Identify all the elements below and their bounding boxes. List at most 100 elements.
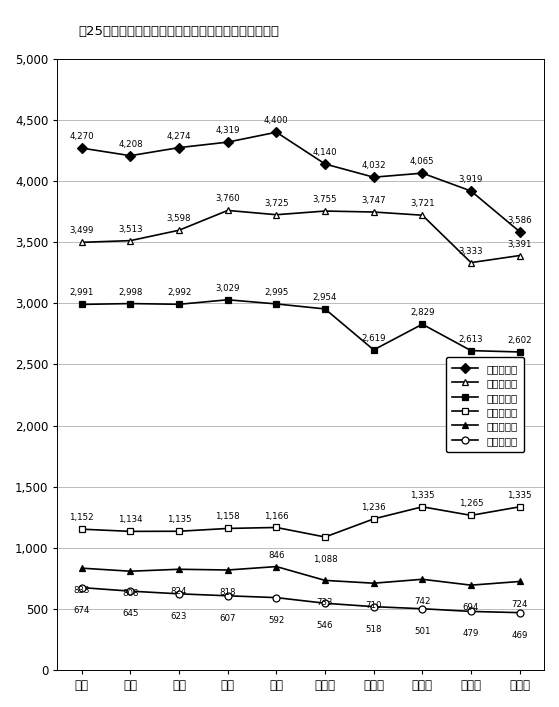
- Line: 日南・串間: 日南・串間: [78, 563, 523, 589]
- 宮崎東諸県: [517, 251, 523, 259]
- Text: 3,598: 3,598: [167, 214, 191, 223]
- Text: 501: 501: [414, 627, 430, 636]
- 都城北諸県: [224, 296, 231, 304]
- 都城北諸県: [176, 300, 182, 308]
- 西都・児湯: [224, 524, 231, 532]
- Text: 1,088: 1,088: [312, 555, 337, 564]
- 県　北　部: [78, 144, 85, 152]
- Text: 469: 469: [511, 631, 528, 640]
- Text: 674: 674: [73, 606, 90, 614]
- 日南・串間: [127, 567, 134, 575]
- Text: 4,140: 4,140: [312, 148, 337, 157]
- Text: 図25　広域市町村別の年次別製造品出荷額等（億円）: 図25 広域市町村別の年次別製造品出荷額等（億円）: [78, 25, 280, 37]
- 日南・串間: [224, 566, 231, 574]
- 西都・児湯: [273, 523, 280, 532]
- Text: 3,760: 3,760: [215, 194, 240, 204]
- 西都・児湯: [176, 527, 182, 535]
- 西都・児湯: [419, 503, 426, 511]
- Text: 2,995: 2,995: [264, 288, 288, 297]
- Text: 1,135: 1,135: [167, 515, 191, 525]
- 宮崎東諸県: [273, 211, 280, 219]
- Text: 592: 592: [268, 616, 285, 625]
- Text: 2,992: 2,992: [167, 288, 191, 298]
- 宮崎東諸県: [176, 226, 182, 235]
- 西都・児湯: [370, 515, 377, 523]
- 小林西諸県: [127, 587, 134, 595]
- Text: 645: 645: [122, 609, 139, 618]
- 都城北諸県: [370, 346, 377, 354]
- 小林西諸県: [78, 583, 85, 592]
- Text: 846: 846: [268, 551, 285, 560]
- Text: 3,513: 3,513: [118, 225, 143, 234]
- Line: 西都・児湯: 西都・児湯: [78, 503, 523, 540]
- 日南・串間: [273, 562, 280, 571]
- 日南・串間: [370, 579, 377, 588]
- Text: 694: 694: [463, 603, 479, 612]
- 都城北諸県: [78, 300, 85, 309]
- Text: 3,333: 3,333: [459, 247, 484, 256]
- 宮崎東諸県: [468, 258, 475, 267]
- Text: 3,919: 3,919: [459, 175, 483, 184]
- 県　北　部: [224, 138, 231, 146]
- Text: 818: 818: [220, 588, 236, 597]
- Text: 4,032: 4,032: [361, 161, 386, 170]
- 日南・串間: [468, 581, 475, 590]
- 西都・児湯: [517, 503, 523, 511]
- Text: 808: 808: [122, 589, 139, 598]
- Text: 2,998: 2,998: [118, 288, 143, 297]
- Text: 607: 607: [220, 614, 236, 623]
- 小林西諸県: [176, 590, 182, 598]
- Text: 2,954: 2,954: [313, 293, 337, 302]
- 県　北　部: [468, 187, 475, 195]
- Text: 1,134: 1,134: [118, 515, 143, 525]
- Text: 623: 623: [171, 612, 187, 621]
- Text: 3,725: 3,725: [264, 199, 288, 208]
- 宮崎東諸県: [321, 207, 328, 216]
- Legend: 県　北　部, 宮崎東諸県, 都城北諸県, 西都・児湯, 日南・串間, 小林西諸県: 県 北 部, 宮崎東諸県, 都城北諸県, 西都・児湯, 日南・串間, 小林西諸県: [446, 358, 524, 452]
- Text: 3,586: 3,586: [508, 216, 532, 225]
- 小林西諸県: [321, 599, 328, 607]
- Text: 4,208: 4,208: [118, 140, 143, 148]
- 小林西諸県: [224, 592, 231, 600]
- Text: 4,065: 4,065: [410, 157, 435, 166]
- 都城北諸県: [468, 346, 475, 355]
- Text: 2,991: 2,991: [69, 288, 94, 298]
- Text: 1,158: 1,158: [215, 513, 240, 522]
- 都城北諸県: [517, 348, 523, 356]
- 宮崎東諸県: [419, 211, 426, 219]
- 県　北　部: [321, 160, 328, 168]
- 西都・児湯: [321, 533, 328, 542]
- Text: 1,236: 1,236: [361, 503, 386, 512]
- 宮崎東諸県: [224, 206, 231, 215]
- Text: 824: 824: [171, 588, 187, 596]
- Text: 742: 742: [414, 597, 430, 607]
- Text: 3,499: 3,499: [69, 226, 94, 235]
- 県　北　部: [419, 169, 426, 177]
- 都城北諸県: [273, 300, 280, 308]
- Text: 3,391: 3,391: [508, 240, 532, 249]
- Text: 2,602: 2,602: [508, 336, 532, 345]
- 小林西諸県: [273, 593, 280, 602]
- Text: 2,613: 2,613: [459, 334, 484, 344]
- Text: 4,319: 4,319: [215, 126, 240, 135]
- 県　北　部: [273, 128, 280, 136]
- 日南・串間: [176, 565, 182, 573]
- Text: 546: 546: [317, 621, 333, 631]
- Text: 518: 518: [366, 625, 382, 633]
- 小林西諸県: [468, 607, 475, 616]
- Text: 2,829: 2,829: [410, 308, 434, 317]
- Line: 宮崎東諸県: 宮崎東諸県: [78, 207, 523, 266]
- 県　北　部: [176, 144, 182, 152]
- 都城北諸県: [321, 305, 328, 313]
- Text: 1,335: 1,335: [410, 491, 435, 500]
- Text: 3,721: 3,721: [410, 199, 435, 209]
- 小林西諸県: [419, 604, 426, 613]
- Line: 小林西諸県: 小林西諸県: [78, 584, 523, 616]
- 宮崎東諸県: [127, 236, 134, 245]
- Text: 833: 833: [73, 586, 90, 595]
- 都城北諸県: [127, 299, 134, 308]
- 日南・串間: [78, 564, 85, 573]
- Text: 1,335: 1,335: [508, 491, 532, 500]
- 日南・串間: [517, 577, 523, 585]
- 都城北諸県: [419, 320, 426, 329]
